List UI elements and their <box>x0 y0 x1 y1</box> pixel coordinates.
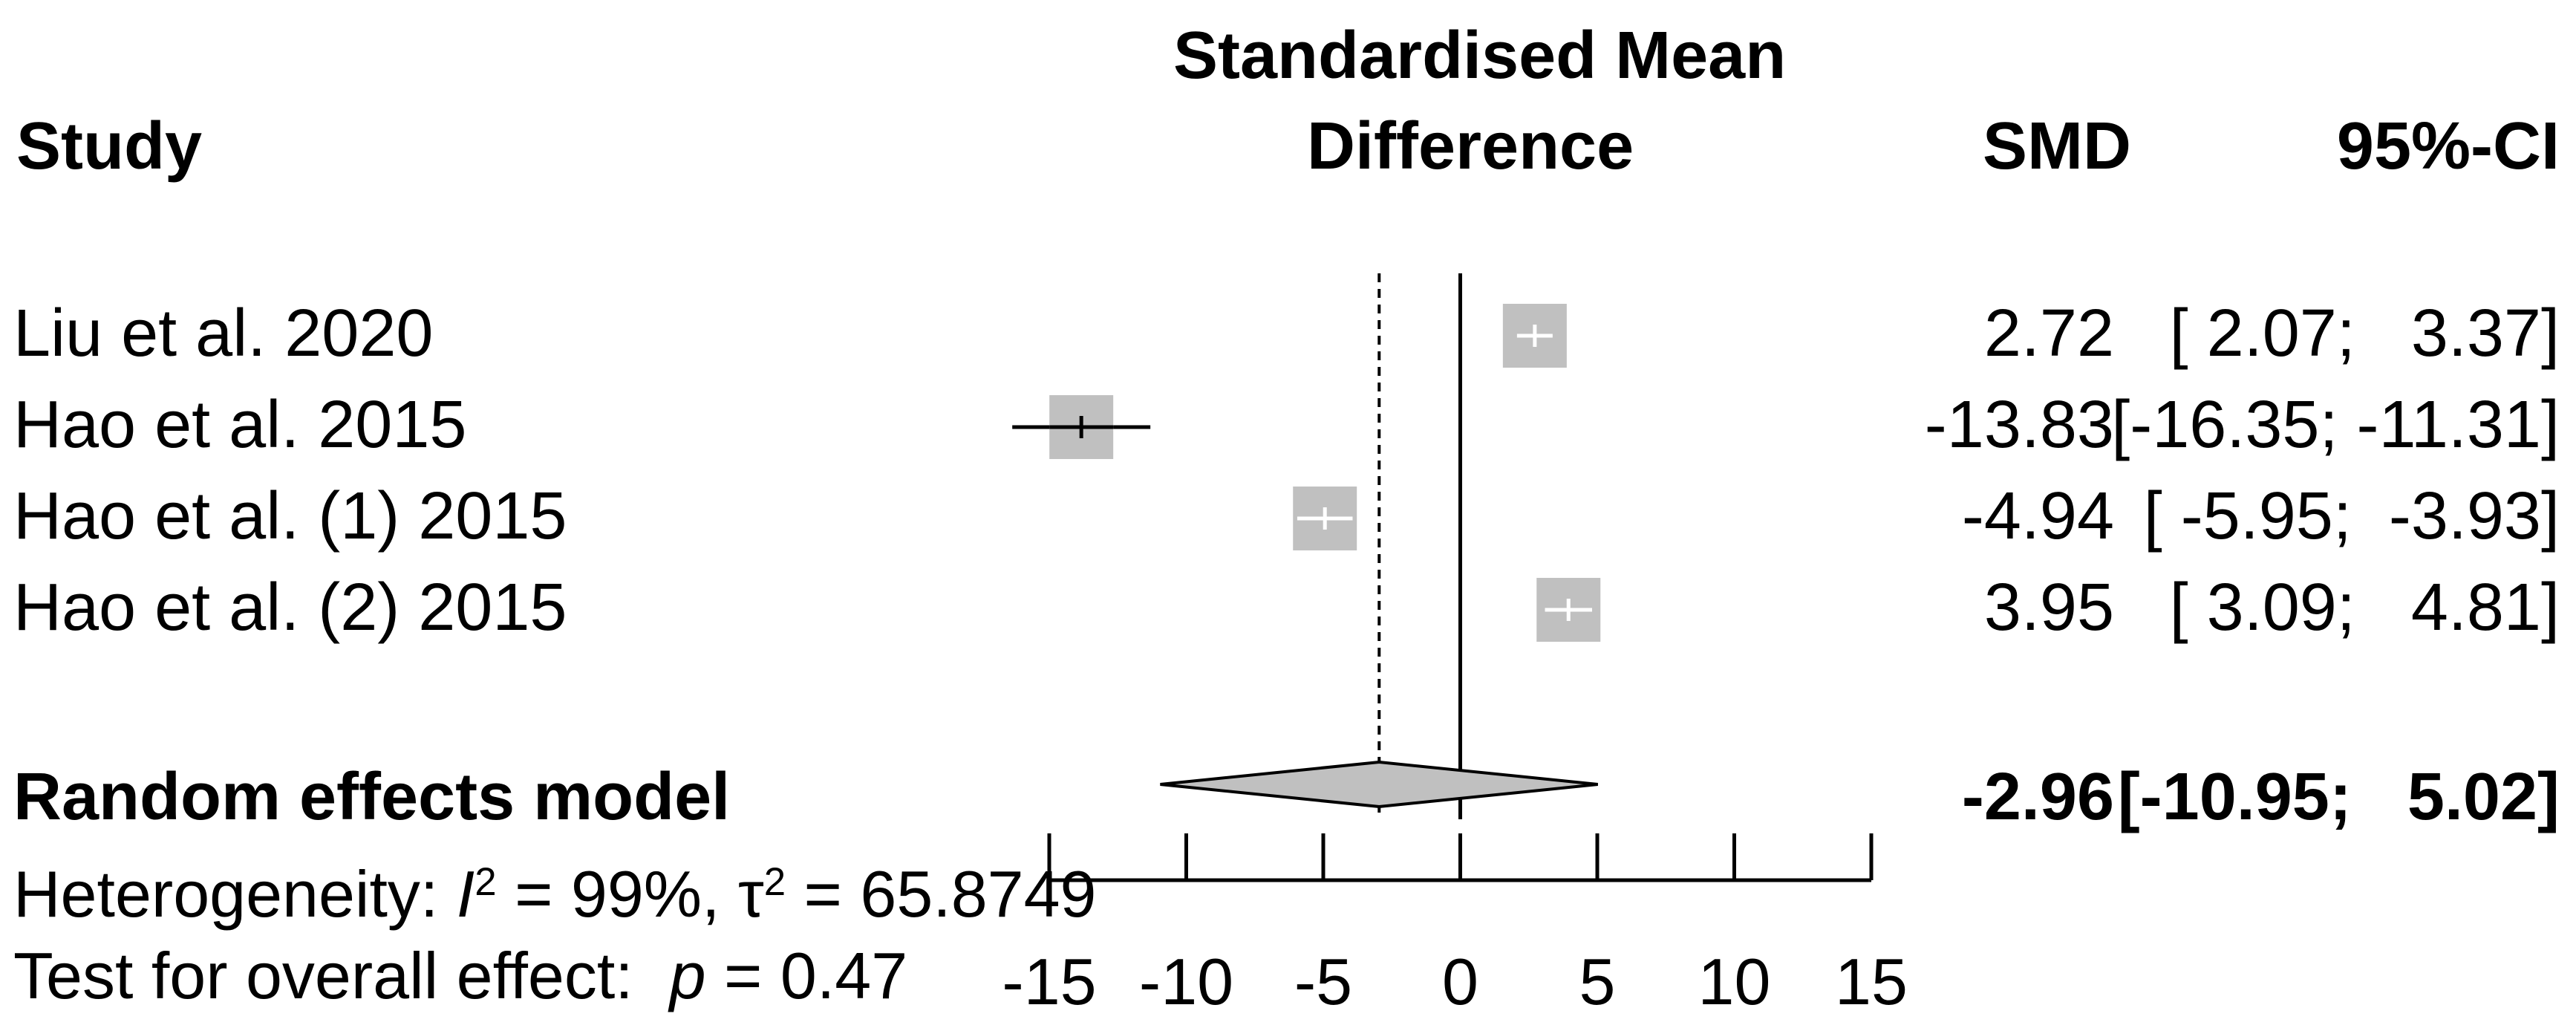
i2-symbol: I <box>456 857 475 931</box>
tau-value: = 65.8749 <box>786 857 1097 931</box>
study-ci-1: [ 2.07; 3.37] <box>2169 296 2560 371</box>
study-name-3: Hao et al. (1) 2015 <box>13 479 567 553</box>
p-value: = 0.47 <box>705 939 908 1012</box>
study-smd-1: 2.72 <box>1983 296 2114 371</box>
summary-label: Random effects model <box>13 760 731 834</box>
study-column-header: Study <box>16 109 203 183</box>
heterogeneity-prefix: Heterogeneity: <box>13 857 457 931</box>
study-smd-2: -13.83 <box>1924 388 2114 462</box>
i2-superscript: 2 <box>475 859 497 904</box>
summary-smd: -2.96 <box>1961 760 2114 834</box>
tau-superscript: 2 <box>763 859 786 904</box>
ci-column-header: 95%-CI <box>2336 109 2560 183</box>
effect-column-header-line1: Standardised Mean <box>1173 19 1787 93</box>
study-name-4: Hao et al. (2) 2015 <box>13 570 567 645</box>
x-tick-label-2: -5 <box>1294 945 1352 1018</box>
x-tick-label-4: 5 <box>1579 945 1616 1018</box>
study-name-2: Hao et al. 2015 <box>13 388 467 462</box>
x-tick-label-3: 0 <box>1442 945 1478 1018</box>
summary-ci: [-10.95; 5.02] <box>2117 760 2560 834</box>
effect-column-header-line2: Difference <box>1307 109 1634 183</box>
overall-test-prefix: Test for overall effect: <box>13 939 670 1012</box>
heterogeneity-stats: Heterogeneity: I2 = 99%, τ2 = 65.8749 <box>13 862 1096 927</box>
study-name-1: Liu et al. 2020 <box>13 296 434 371</box>
x-tick-label-5: 10 <box>1698 945 1771 1018</box>
tau-symbol: τ <box>737 857 764 931</box>
p-symbol: p <box>669 939 706 1012</box>
study-ci-3: [ -5.95; -3.93] <box>2143 479 2560 553</box>
smd-column-header: SMD <box>1983 109 2131 183</box>
overall-effect-test: Test for overall effect: p = 0.47 <box>13 943 907 1009</box>
x-tick-label-6: 15 <box>1835 945 1908 1018</box>
study-ci-4: [ 3.09; 4.81] <box>2169 570 2560 645</box>
x-tick-label-0: -15 <box>1002 945 1096 1018</box>
study-smd-4: 3.95 <box>1983 570 2114 645</box>
pooled-diamond <box>1160 760 1598 809</box>
i2-value: = 99%, <box>496 857 738 931</box>
study-smd-3: -4.94 <box>1961 479 2114 553</box>
study-ci-2: [-16.35; -11.31] <box>2111 388 2560 462</box>
x-tick-label-1: -10 <box>1139 945 1233 1018</box>
